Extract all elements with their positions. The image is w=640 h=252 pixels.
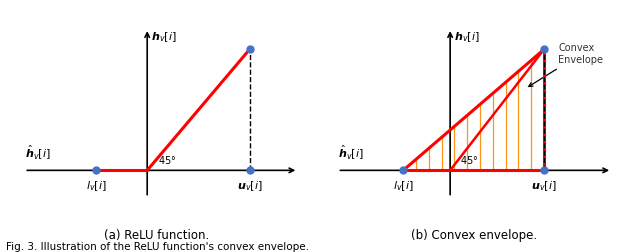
Text: Fig. 3. Illustration of the ReLU function's convex envelope.: Fig. 3. Illustration of the ReLU functio… [6,242,309,252]
Text: Convex
Envelope: Convex Envelope [529,43,603,86]
Text: $\boldsymbol{u}_v[i]$: $\boldsymbol{u}_v[i]$ [237,179,262,193]
Text: $l_v[i]$: $l_v[i]$ [86,179,106,193]
Text: $\boldsymbol{u}_v[i]$: $\boldsymbol{u}_v[i]$ [531,179,557,193]
Text: $\boldsymbol{h}_v[i]$: $\boldsymbol{h}_v[i]$ [151,30,177,44]
Text: $45°$: $45°$ [460,153,479,166]
Text: (a) ReLU function.: (a) ReLU function. [104,229,209,242]
Text: $45°$: $45°$ [159,153,177,166]
Text: $l_v[i]$: $l_v[i]$ [393,179,413,193]
Text: $\boldsymbol{h}_v[i]$: $\boldsymbol{h}_v[i]$ [454,30,480,44]
Text: $\hat{\boldsymbol{h}}_v[i]$: $\hat{\boldsymbol{h}}_v[i]$ [26,144,51,163]
Text: $\hat{\boldsymbol{h}}_v[i]$: $\hat{\boldsymbol{h}}_v[i]$ [339,144,364,163]
Text: (b) Convex envelope.: (b) Convex envelope. [410,229,537,242]
